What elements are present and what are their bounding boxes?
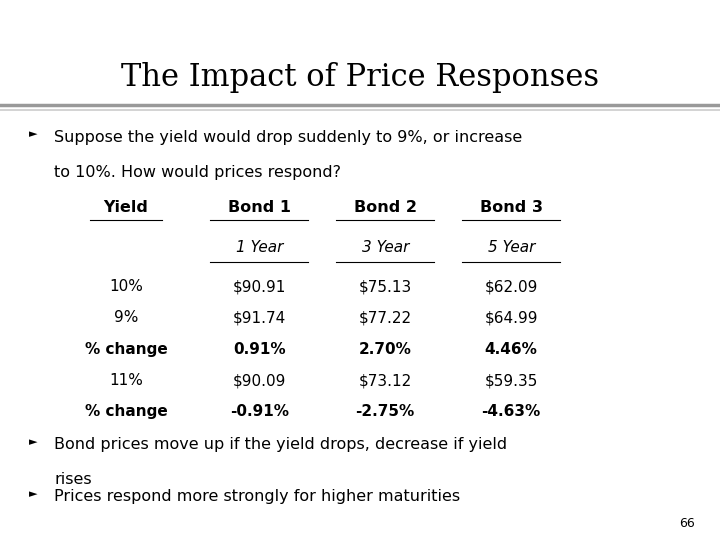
Text: $90.09: $90.09: [233, 373, 286, 388]
Text: 3 Year: 3 Year: [361, 240, 409, 255]
Text: Suppose the yield would drop suddenly to 9%, or increase: Suppose the yield would drop suddenly to…: [54, 130, 522, 145]
Text: $91.74: $91.74: [233, 310, 286, 326]
Text: ►: ►: [29, 489, 37, 499]
Text: -4.63%: -4.63%: [482, 404, 541, 420]
Text: $90.91: $90.91: [233, 279, 286, 294]
Text: -2.75%: -2.75%: [356, 404, 415, 420]
Text: 11%: 11%: [109, 373, 143, 388]
Text: 1 Year: 1 Year: [235, 240, 283, 255]
Text: Bond 2: Bond 2: [354, 200, 417, 215]
Text: $75.13: $75.13: [359, 279, 412, 294]
Text: % change: % change: [85, 342, 167, 357]
Text: Bond 3: Bond 3: [480, 200, 543, 215]
Text: $62.09: $62.09: [485, 279, 538, 294]
Text: 66: 66: [679, 517, 695, 530]
Text: Bond 1: Bond 1: [228, 200, 291, 215]
Text: The Impact of Price Responses: The Impact of Price Responses: [121, 62, 599, 93]
Text: Prices respond more strongly for higher maturities: Prices respond more strongly for higher …: [54, 489, 460, 504]
Text: $64.99: $64.99: [485, 310, 538, 326]
Text: 5 Year: 5 Year: [487, 240, 535, 255]
Text: % change: % change: [85, 404, 167, 420]
Text: ►: ►: [29, 130, 37, 140]
Text: $59.35: $59.35: [485, 373, 538, 388]
Text: $77.22: $77.22: [359, 310, 412, 326]
Text: 4.46%: 4.46%: [485, 342, 538, 357]
Text: 10%: 10%: [109, 279, 143, 294]
Text: 2.70%: 2.70%: [359, 342, 412, 357]
Text: rises: rises: [54, 472, 91, 488]
Text: 0.91%: 0.91%: [233, 342, 286, 357]
Text: 9%: 9%: [114, 310, 138, 326]
Text: ►: ►: [29, 437, 37, 448]
Text: $73.12: $73.12: [359, 373, 412, 388]
Text: to 10%. How would prices respond?: to 10%. How would prices respond?: [54, 165, 341, 180]
Text: Bond prices move up if the yield drops, decrease if yield: Bond prices move up if the yield drops, …: [54, 437, 507, 453]
Text: Yield: Yield: [104, 200, 148, 215]
Text: -0.91%: -0.91%: [230, 404, 289, 420]
